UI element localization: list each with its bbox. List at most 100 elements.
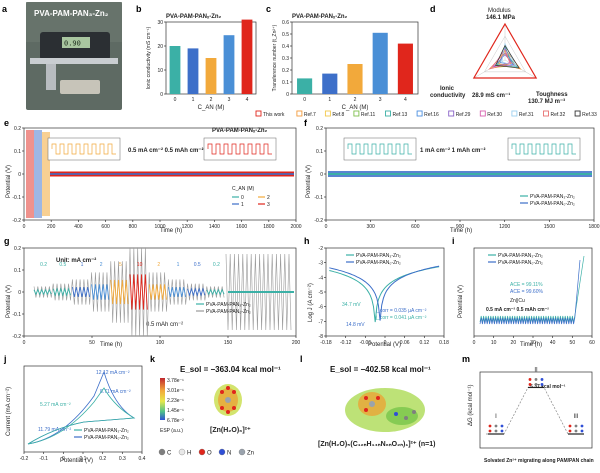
x-tick-label: -0.1 (39, 456, 48, 462)
bar (297, 78, 313, 94)
bar (322, 73, 338, 94)
esp-colorbar (160, 378, 165, 420)
hydrogel-sample (60, 80, 100, 94)
legend-swatch (543, 110, 549, 117)
legend-swatch (574, 110, 581, 117)
panel-j-peak-4: 11.79 mA cm⁻² (38, 427, 71, 433)
short-circuit-1 (34, 130, 42, 218)
y-tick-label: 20 (157, 44, 163, 50)
y-tick-label: -0.1 (12, 312, 21, 318)
panel-m-barrier: 5.37 kcal mol⁻¹ (530, 384, 566, 390)
y-tick-label: -7 (319, 319, 324, 325)
panel-e-ylabel: Potential (V) (6, 165, 12, 198)
panel-k: k E_sol = −363.04 kcal mol⁻¹ 3.78e⁻¹ 3.0… (150, 354, 281, 457)
radar-series (488, 52, 512, 70)
panel-i-label: i (452, 236, 455, 246)
panel-f: f 1 mA cm⁻² 1 mAh cm⁻² Time (h) Potentia… (304, 118, 600, 234)
legend-label: Ref.16 (424, 112, 439, 118)
panel-h: h j_corr = 0.035 µA cm⁻² j_corr = 0.041 … (304, 236, 449, 348)
panel-e-legend-title: C_AN (M) (232, 186, 255, 192)
panel-b-title: PVA-PAM-PANₓ-Zn₂ (166, 14, 222, 20)
atom-label: C (167, 451, 172, 457)
x-tick-label: 4 (404, 97, 407, 103)
legend-label: Ref.8 (332, 112, 344, 118)
x-axis-label: C_AN (M) (198, 105, 225, 111)
x-tick-label: 900 (456, 224, 465, 230)
panel-k-label: k (150, 354, 156, 364)
x-tick-label: 800 (129, 224, 138, 230)
x-tick-label: 10 (491, 340, 497, 346)
panel-h-mv-2: 14.8 mV (346, 322, 365, 328)
structure-atom (540, 383, 544, 386)
x-tick-label: 600 (411, 224, 420, 230)
structure-atom (488, 424, 492, 428)
structure-atom (580, 429, 584, 433)
x-tick-label: 4 (246, 97, 249, 103)
panel-b: b PVA-PAM-PANₓ-Zn₂ 0 10 20 30 0 1 2 3 4 C_AN (M) I… (136, 4, 257, 111)
legend-label: PVA-PAM-PAN₃-Zn₂ (206, 302, 251, 308)
radar-series (472, 22, 538, 79)
x-tick-label: 0.2 (99, 456, 106, 462)
panel-h-jcorr-2: j_corr = 0.041 µA cm⁻² (375, 315, 427, 321)
rate-label: 5 (119, 262, 122, 268)
legend-swatch (255, 110, 262, 117)
legend-label: PVA-PAM-PAN₀-Zn₂ (498, 260, 543, 266)
bar (397, 43, 413, 94)
x-tick-label: 1200 (499, 224, 510, 230)
panel-l-energy: E_sol = −402.58 kcal mol⁻¹ (330, 365, 431, 374)
panel-g-ylabel: Potential (V) (6, 285, 12, 318)
structure-atom (494, 424, 498, 428)
panel-k-species: [Zn(H₂O)₆]²⁺ (210, 427, 251, 434)
short-circuit-0 (26, 130, 34, 218)
x-tick-label: 1 (328, 97, 331, 103)
radar-ionic-label: Ionic (440, 86, 455, 92)
panel-l: l E_sol = −402.58 kcal mol⁻¹ [Zn(H₂O)₅(C… (300, 354, 435, 448)
panel-j: j 12.12 mA cm⁻² 8.71 mA cm⁻² 5.27 mA cm⁻… (3, 354, 146, 464)
bar (372, 32, 388, 94)
x-tick-label: 50 (89, 340, 95, 346)
atom-label: H (187, 451, 191, 457)
x-tick-label: 50 (570, 340, 576, 346)
structure-atom (500, 424, 504, 428)
inset-voltage-trace (207, 143, 272, 155)
series-line (33, 288, 52, 296)
panel-g-condition: 0.5 mAh cm⁻² (146, 322, 183, 328)
caliper-display (62, 37, 90, 48)
x-tick-label: 0.06 (400, 340, 410, 346)
legend-swatch (353, 110, 360, 117)
x-tick-label: 1400 (209, 224, 220, 230)
atom-swatch (198, 448, 206, 456)
panel-j-peak-2: 8.71 mA cm⁻² (100, 389, 131, 395)
esp-tick-2: 3.01e⁻¹ (167, 388, 184, 394)
panel-l-label: l (300, 354, 303, 364)
x-tick-label: 1500 (544, 224, 555, 230)
y-tick-label: 0.1 (282, 80, 289, 86)
esp-tick-1: 3.78e⁻¹ (167, 378, 184, 384)
x-tick-label: 40 (550, 340, 556, 346)
y-axis-label: Ionic conductivity (mS cm⁻¹) (146, 26, 152, 89)
rate-label: 2 (157, 262, 160, 268)
x-tick-label: 0 (23, 340, 26, 346)
esp-tick-4: 1.45e⁻¹ (167, 408, 184, 414)
panel-l-species: [Zn(H₂O)₅(C₁₂ₙH₁₄ₙN₆ₙO₂ₙ)₁]²⁺ (n=1) (318, 441, 435, 448)
panel-i-cell: Zn||Cu (510, 298, 525, 304)
panel-d: d Modulus 146.1 MPa Toughness 130.7 MJ m… (430, 4, 568, 105)
x-tick-label: 60 (589, 340, 595, 346)
legend-label: PVA-PAM-PAN₀-Zn₂ (356, 260, 401, 266)
legend-label: 2 (267, 195, 270, 201)
inset-voltage-trace (347, 143, 412, 155)
inset-voltage-trace (511, 143, 576, 155)
y-tick-label: 0.2 (316, 126, 323, 132)
panel-j-ylabel: Current (mA cm⁻²) (6, 387, 12, 436)
panel-h-xlabel: Potential (V) (368, 342, 401, 348)
x-tick-label: 1000 (154, 224, 165, 230)
series-line (50, 173, 294, 175)
y-tick-label: 0.2 (14, 246, 21, 252)
panel-e: e PVA-PAM-PANₓ-Zn₂ 0.5 mA cm⁻² 0.5 mAh c… (4, 118, 302, 234)
radar-toughness-value: 130.7 MJ m⁻³ (528, 98, 565, 105)
x-tick-label: 1800 (263, 224, 274, 230)
legend-swatch (479, 110, 486, 117)
series-line (129, 274, 148, 310)
rate-label: 0.2 (40, 262, 47, 268)
legend-swatch (416, 110, 423, 117)
